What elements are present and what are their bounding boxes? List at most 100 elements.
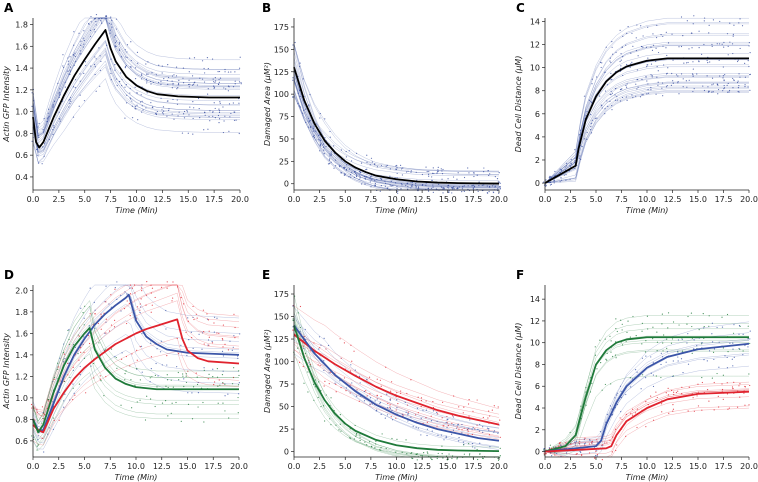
data-point (33, 100, 35, 102)
data-point (672, 82, 674, 84)
data-point (323, 149, 325, 151)
data-point (78, 335, 80, 337)
data-point (749, 330, 751, 332)
data-point (317, 396, 319, 399)
data-point (85, 392, 87, 394)
data-point (447, 424, 449, 427)
data-point (420, 405, 422, 408)
trajectory-line (293, 94, 499, 181)
data-point (208, 330, 210, 332)
data-point (666, 351, 668, 353)
trajectory-line (32, 41, 240, 152)
data-point (363, 175, 366, 178)
data-point (590, 100, 592, 102)
data-point (476, 174, 478, 176)
data-point (671, 33, 673, 35)
data-point (702, 312, 704, 315)
data-point (125, 370, 127, 372)
data-point (36, 411, 38, 413)
x-tick-label: 0.0 (288, 462, 301, 471)
data-point (441, 170, 443, 172)
data-point (299, 62, 301, 64)
data-point (47, 116, 49, 119)
data-point (368, 177, 371, 179)
data-point (548, 448, 551, 450)
data-point (63, 380, 65, 383)
data-point (687, 61, 689, 64)
trajectory-line (32, 17, 240, 142)
data-point (212, 115, 214, 117)
data-point (84, 61, 87, 63)
trajectory-line (32, 334, 240, 444)
data-point (728, 407, 730, 409)
trajectory-line (32, 17, 240, 139)
y-tick-label: 14 (530, 17, 540, 26)
trajectory-line (293, 81, 499, 190)
data-point (650, 46, 652, 48)
data-point (605, 46, 607, 48)
data-point (570, 443, 572, 445)
data-point (453, 395, 455, 397)
data-point (410, 416, 412, 418)
data-point (443, 439, 445, 441)
data-point (726, 84, 728, 86)
data-point (604, 108, 606, 110)
data-point (172, 84, 174, 86)
data-point (140, 306, 142, 308)
data-point (109, 68, 111, 70)
data-point (677, 339, 680, 341)
data-point (193, 57, 196, 59)
data-point (371, 178, 373, 180)
trajectory-line (32, 17, 240, 137)
data-point (213, 384, 215, 386)
data-point (402, 167, 404, 169)
data-point (387, 402, 389, 405)
data-point (101, 18, 103, 20)
data-point (706, 360, 708, 362)
data-point (240, 82, 242, 84)
data-point (58, 419, 60, 421)
data-point (78, 383, 81, 385)
data-point (344, 173, 346, 175)
data-point (698, 30, 700, 32)
data-point (43, 131, 45, 133)
data-point (113, 36, 115, 38)
data-point (407, 420, 409, 422)
data-point (136, 401, 138, 403)
trajectory-line (32, 39, 240, 153)
data-point (702, 85, 704, 87)
data-point (437, 452, 439, 455)
data-point (646, 93, 648, 95)
data-point (375, 440, 377, 442)
data-point (213, 85, 215, 87)
data-point (344, 166, 346, 169)
data-point (186, 354, 188, 357)
data-point (183, 117, 186, 119)
trajectory-line (544, 342, 749, 452)
data-point (218, 70, 221, 73)
data-point (493, 431, 495, 433)
data-point (215, 80, 217, 82)
y-tick-label: 0 (284, 448, 289, 457)
data-point (575, 440, 577, 442)
data-point (548, 176, 550, 179)
data-point (652, 361, 654, 363)
x-axis-label: Time (Min) (115, 473, 158, 482)
data-point (604, 338, 606, 340)
data-point (641, 374, 644, 376)
data-point (665, 47, 667, 49)
data-point (637, 55, 639, 57)
data-point (160, 83, 162, 86)
data-point (626, 83, 628, 85)
data-point (313, 342, 315, 344)
data-point (718, 59, 720, 61)
data-point (711, 91, 713, 93)
data-point (83, 336, 85, 338)
trajectory-line (32, 284, 240, 413)
data-point (707, 62, 709, 64)
data-point (376, 166, 378, 168)
y-tick-label: 0 (284, 180, 289, 189)
data-point (590, 102, 593, 104)
data-point (221, 374, 224, 376)
data-point (318, 139, 320, 141)
